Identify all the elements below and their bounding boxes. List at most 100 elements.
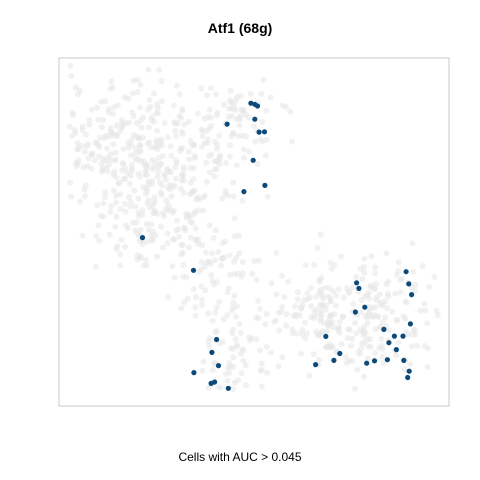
background-cell-point <box>385 291 391 297</box>
background-cell-point <box>83 182 89 188</box>
background-cell-point <box>168 143 174 149</box>
background-cell-point <box>259 119 265 125</box>
background-cell-point <box>434 308 440 314</box>
background-cell-point <box>170 184 176 190</box>
background-cell-point <box>160 245 166 251</box>
background-cell-point <box>134 134 140 140</box>
background-cell-point <box>236 115 242 121</box>
background-cell-point <box>293 314 299 320</box>
background-cell-point <box>144 172 150 178</box>
background-cell-point <box>314 294 320 300</box>
background-cell-point <box>114 123 120 129</box>
background-cell-point <box>414 343 420 349</box>
background-cell-point <box>145 239 151 245</box>
background-cell-point <box>257 306 263 312</box>
background-cell-point <box>333 303 339 309</box>
background-cell-point <box>189 220 195 226</box>
active-cell-point <box>381 327 386 332</box>
background-cell-point <box>88 166 94 172</box>
background-cell-point <box>203 250 209 256</box>
background-cell-point <box>273 250 279 256</box>
background-cell-point <box>393 352 399 358</box>
background-cell-point <box>127 181 133 187</box>
background-cell-point <box>178 251 184 257</box>
background-cell-point <box>193 225 199 231</box>
background-cell-point <box>209 250 215 256</box>
background-cell-point <box>340 314 346 320</box>
background-cell-point <box>136 196 142 202</box>
active-cell-point <box>331 358 336 363</box>
background-cell-point <box>424 320 430 326</box>
background-cell-point <box>216 299 222 305</box>
background-cell-point <box>362 256 368 262</box>
background-cell-point <box>422 343 428 349</box>
background-cell-point <box>227 97 233 103</box>
background-cell-point <box>260 77 266 83</box>
background-cell-point <box>113 193 119 199</box>
background-cell-point <box>298 306 304 312</box>
background-cell-point <box>122 201 128 207</box>
background-cell-point <box>324 328 330 334</box>
background-cell-point <box>131 78 137 84</box>
background-cell-point <box>108 78 114 84</box>
background-cell-point <box>280 103 286 109</box>
background-cell-point <box>394 272 400 278</box>
background-cell-point <box>269 280 275 286</box>
background-cell-point <box>135 89 141 95</box>
background-cell-point <box>227 252 233 258</box>
background-cell-point <box>223 160 229 166</box>
background-cell-point <box>181 167 187 173</box>
background-cell-point <box>401 313 407 319</box>
active-cell-point <box>353 309 358 314</box>
background-cell-point <box>158 161 164 167</box>
background-cell-point <box>128 199 134 205</box>
active-cell-point <box>255 103 260 108</box>
background-cell-point <box>68 193 74 199</box>
background-cell-point <box>188 165 194 171</box>
background-cell-point <box>305 290 311 296</box>
background-cell-point <box>366 290 372 296</box>
background-cell-point <box>318 306 324 312</box>
background-cell-point <box>240 270 246 276</box>
background-cell-point <box>70 110 76 116</box>
background-cell-point <box>221 102 227 108</box>
background-cell-point <box>179 129 185 135</box>
background-cell-point <box>253 336 259 342</box>
background-cell-point <box>140 207 146 213</box>
background-cell-point <box>237 321 243 327</box>
background-cell-point <box>134 230 140 236</box>
background-cell-point <box>113 157 119 163</box>
background-cell-point <box>162 120 168 126</box>
active-cell-point <box>251 158 256 163</box>
background-cell-point <box>144 188 150 194</box>
background-cell-point <box>249 271 255 277</box>
background-cell-point <box>203 160 209 166</box>
background-cell-point <box>327 260 333 266</box>
background-cell-point <box>346 289 352 295</box>
background-cell-point <box>89 152 95 158</box>
active-cell-point <box>401 358 406 363</box>
background-cell-point <box>230 180 236 186</box>
background-cell-point <box>94 202 100 208</box>
background-cell-point <box>208 85 214 91</box>
background-cell-point <box>243 362 249 368</box>
background-cell-point <box>171 103 177 109</box>
background-cell-point <box>77 88 83 94</box>
background-cell-point <box>289 139 295 145</box>
background-cell-point <box>264 311 270 317</box>
background-cell-point <box>151 194 157 200</box>
background-cell-point <box>155 105 161 111</box>
background-cell-point <box>337 319 343 325</box>
background-cell-point <box>104 146 110 152</box>
background-cell-point <box>279 354 285 360</box>
background-cell-point <box>398 277 404 283</box>
background-cell-point <box>110 111 116 117</box>
background-cell-point <box>122 244 128 250</box>
background-cell-point <box>276 327 282 333</box>
background-cell-point <box>232 233 238 239</box>
background-cell-point <box>207 107 213 113</box>
background-cell-point <box>353 274 359 280</box>
background-cell-point <box>89 107 95 113</box>
background-cell-point <box>410 240 416 246</box>
background-cell-point <box>318 275 324 281</box>
